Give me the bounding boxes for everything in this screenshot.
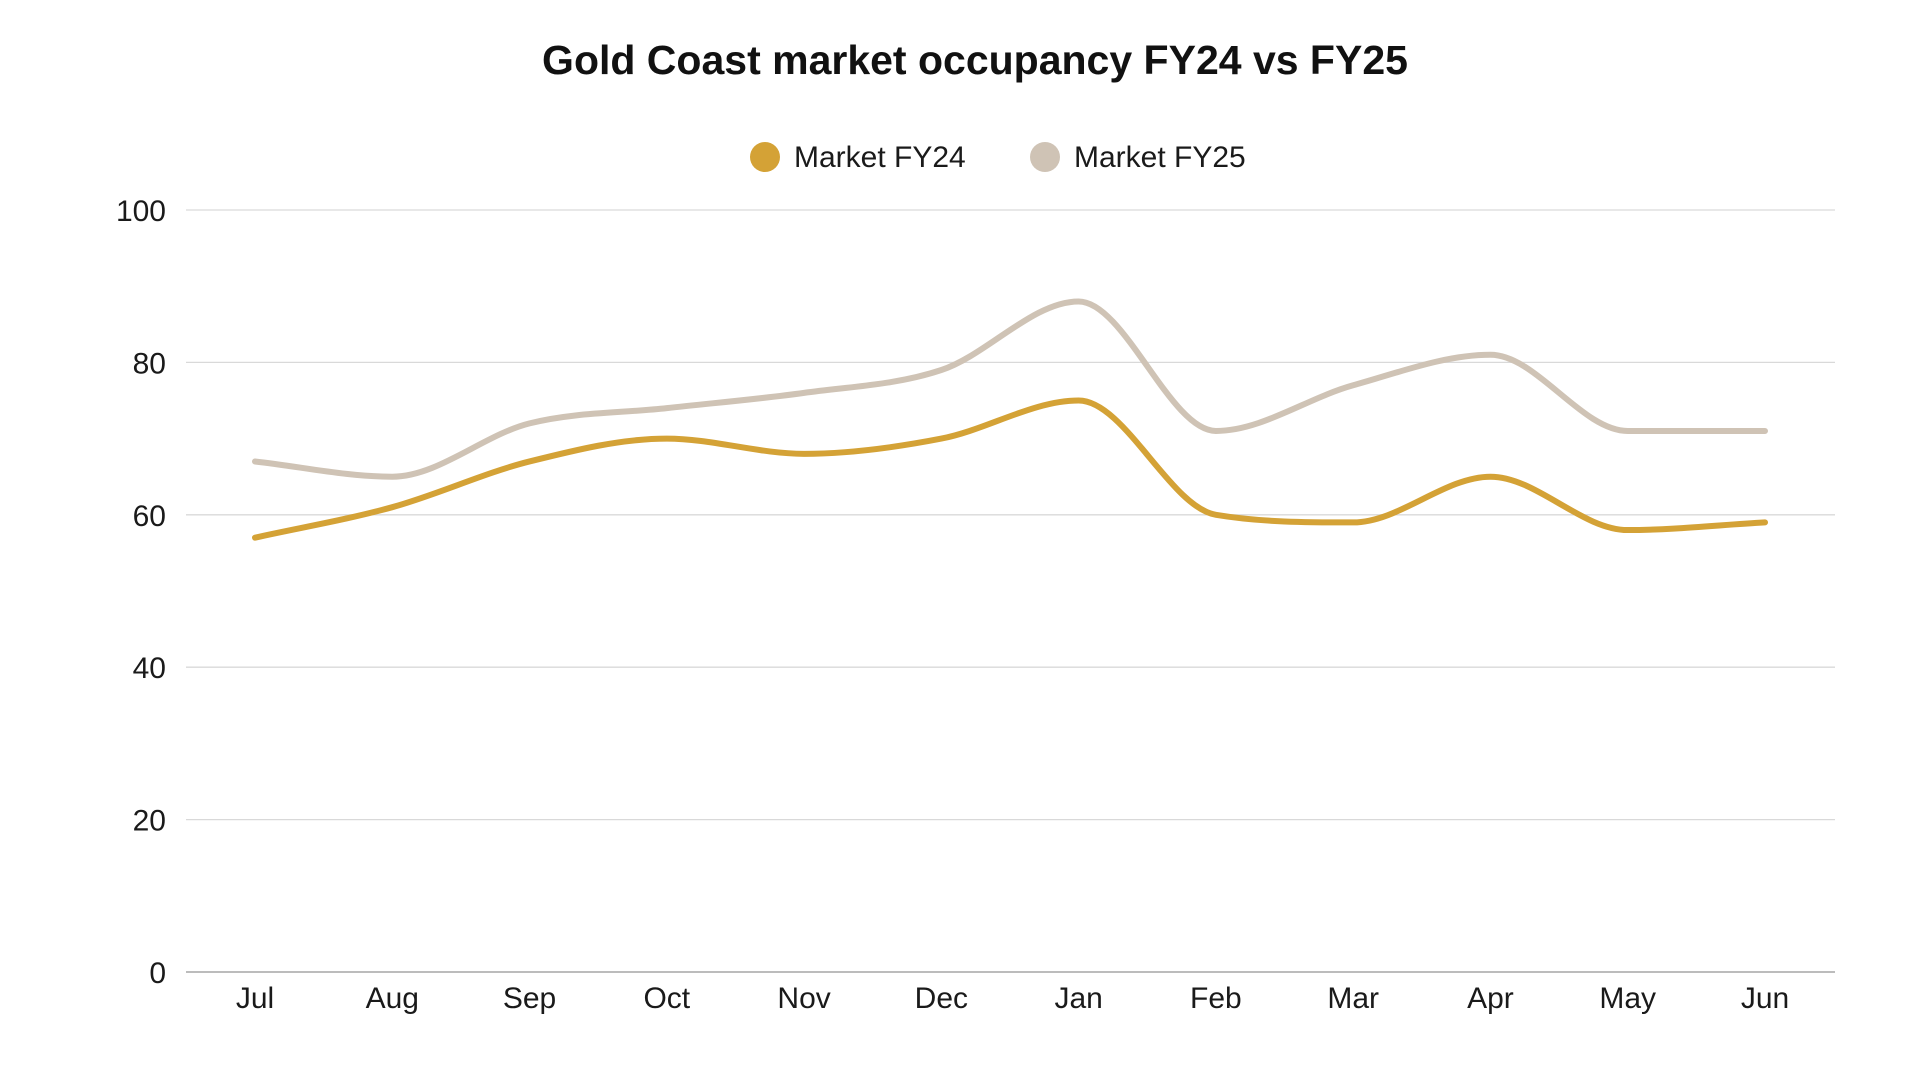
x-tick-label: Oct [643,982,690,1015]
series-lines [252,298,1768,541]
y-tick-label: 80 [133,347,166,380]
gridlines [186,209,1835,821]
legend-swatch-market-fy25 [1030,142,1060,172]
axes: 0 20 40 60 80 100 Jul Aug Sep Oct Nov Dec Jan Feb Mar A… [116,195,1835,1015]
series-line-market-fy24 [252,397,1768,541]
x-tick-label: Apr [1467,982,1514,1015]
x-tick-label: Aug [366,982,419,1015]
legend-label-market-fy24: Market FY24 [794,141,966,174]
y-tick-label: 100 [116,195,166,228]
x-tick-label: Jan [1054,982,1102,1015]
legend-swatch-market-fy24 [750,142,780,172]
legend-label-market-fy25: Market FY25 [1074,141,1246,174]
chart-legend: Market FY24 Market FY25 [750,141,1246,174]
x-tick-label: Jul [236,982,274,1015]
y-tick-label: 20 [133,805,166,838]
series-line-market-fy25 [252,298,1768,480]
x-tick-label: Nov [777,982,830,1015]
chart-title: Gold Coast market occupancy FY24 vs FY25 [542,37,1408,83]
x-tick-label: Dec [915,982,968,1015]
x-tick-label: Feb [1190,982,1242,1015]
x-tick-label: Jun [1741,982,1789,1015]
y-tick-label: 0 [149,957,166,990]
y-tick-label: 60 [133,500,166,533]
x-tick-label: Sep [503,982,556,1015]
y-tick-label: 40 [133,652,166,685]
x-tick-label: May [1599,982,1656,1015]
x-tick-label: Mar [1327,982,1379,1015]
